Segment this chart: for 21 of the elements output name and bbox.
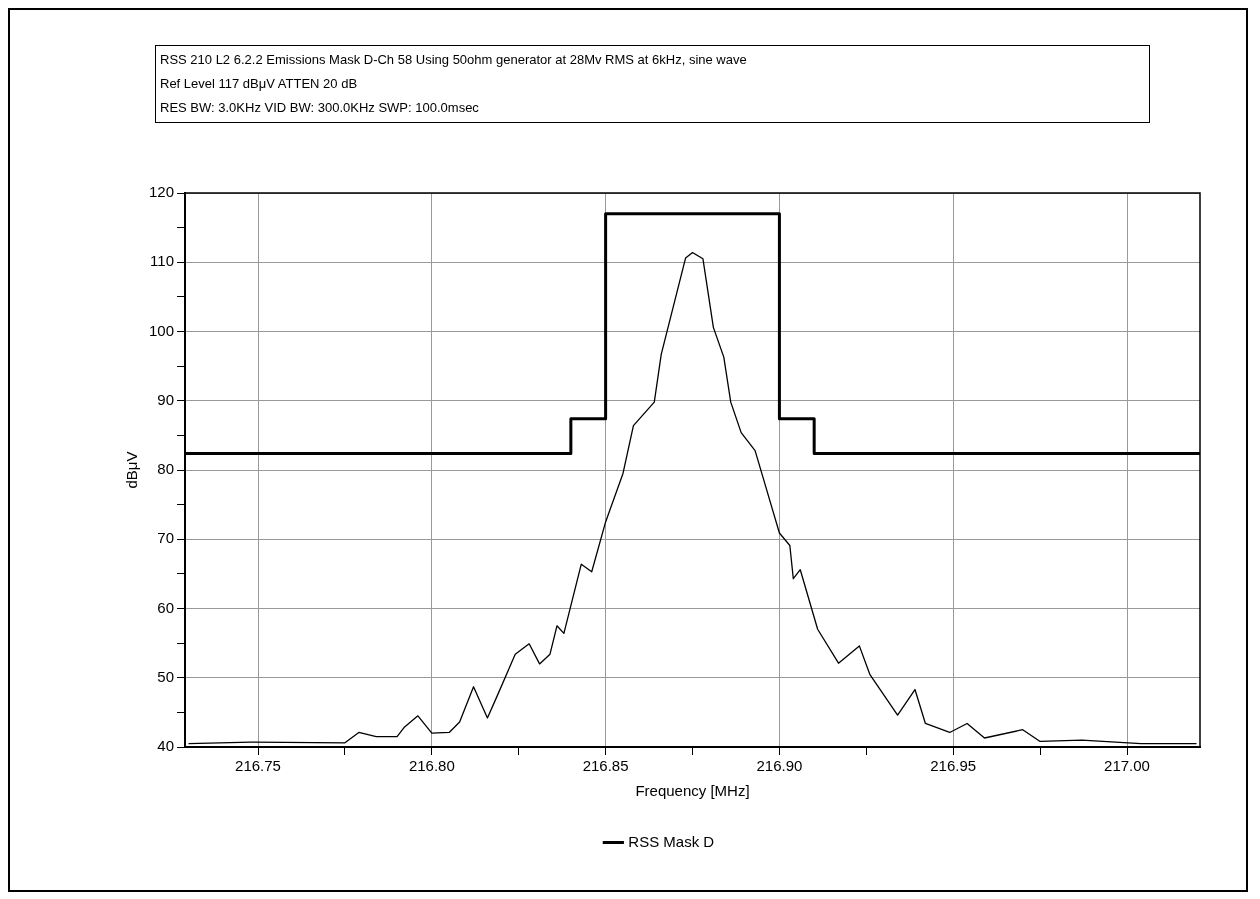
- y-tick-label: 110: [150, 252, 175, 270]
- x-tick-label: 217.00: [1104, 757, 1150, 775]
- x-tick-label: 216.90: [756, 757, 803, 775]
- y-axis-title: dBμV: [123, 451, 141, 489]
- y-tick-label: 60: [157, 598, 175, 616]
- x-tick-label: 216.80: [408, 757, 455, 775]
- chart-subtitle: Ref Level 117 dBμV ATTEN 20 dB: [160, 75, 359, 93]
- text: RES BW: 3.0KHz VID BW: 300.0KHz SWP: 100.0msec: [160, 99, 480, 117]
- x-tick-label: 216.85: [582, 757, 629, 775]
- y-tick-label: 50: [157, 667, 175, 685]
- y-tick-label: 80: [157, 460, 175, 478]
- x-tick-label: 216.95: [930, 757, 977, 775]
- y-tick-label: 120: [149, 183, 175, 201]
- y-tick-label: 40: [157, 737, 175, 755]
- x-tick-label: 216.75: [235, 757, 281, 775]
- y-tick-label: 70: [157, 529, 175, 547]
- legend-label: RSS Mask D: [628, 832, 715, 850]
- chart-title: RSS 210 L2 6.2.2 Emissions Mask D-Ch 58 Using 50ohm generator at 28Mv RMS at 6kHz, sine wave: [160, 51, 748, 69]
- y-tick-label: 100: [149, 321, 175, 339]
- y-tick-label: 90: [157, 390, 175, 408]
- x-axis-title: Frequency [MHz]: [635, 782, 750, 800]
